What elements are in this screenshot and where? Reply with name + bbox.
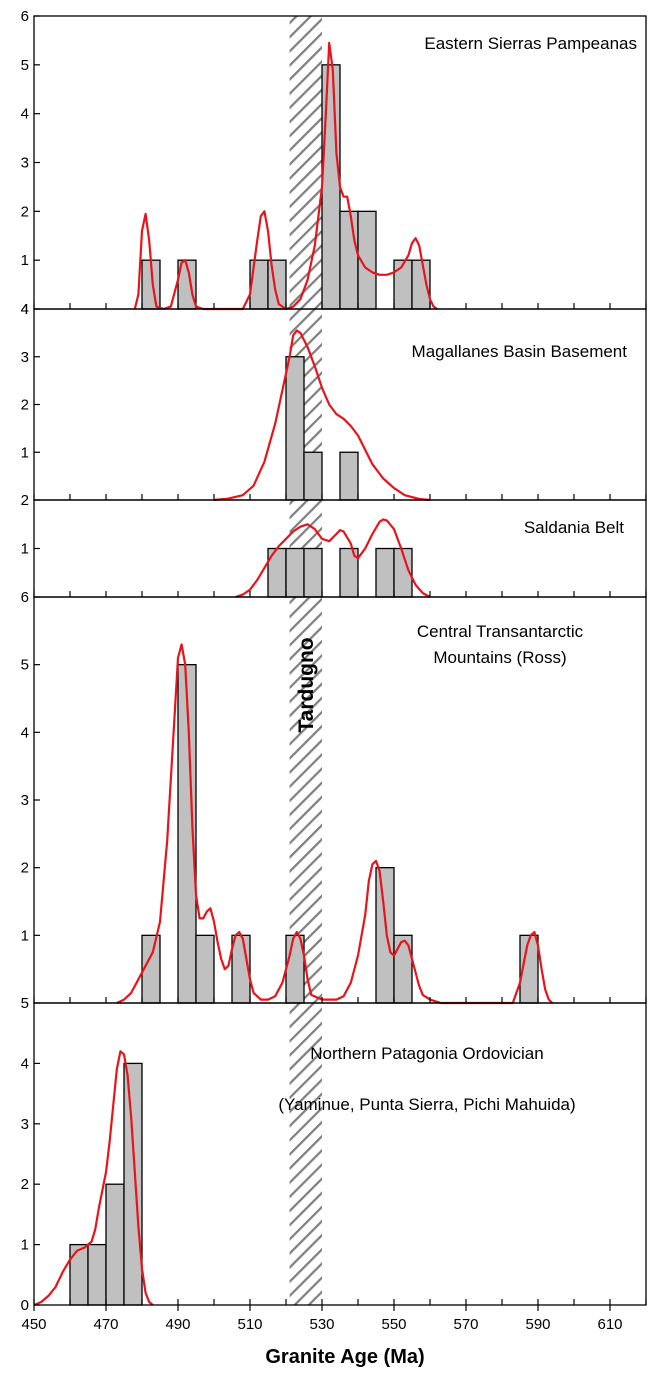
y-tick-label: 5 <box>21 995 29 1012</box>
x-tick-label: 490 <box>165 1316 190 1333</box>
panel-frame <box>33 1002 647 1306</box>
density-curve <box>213 329 431 502</box>
panel-1: 4 1 2 3 4 5 6 Eastern Sierras Pampeanas <box>21 8 647 318</box>
histogram-bar <box>87 1243 107 1306</box>
panel-5: 0 1 2 3 4 Northern Patagonia Ordovician (Yamin… <box>21 1002 647 1314</box>
x-tick-label: 570 <box>453 1316 478 1333</box>
y-tick-label: 5 <box>21 657 29 674</box>
y-tick-label: 2 <box>21 203 29 220</box>
histogram-bar <box>267 259 287 310</box>
y-tick-label: 1 <box>21 252 29 269</box>
density-curve <box>235 518 431 599</box>
histogram-bar <box>303 451 323 501</box>
y-tick-label: 6 <box>21 589 29 606</box>
y-tick-label: 4 <box>21 301 29 318</box>
histogram-bar <box>339 210 359 310</box>
y-tick-label: 4 <box>21 724 29 741</box>
y-tick-label: 1 <box>21 444 29 461</box>
y-tick-label: 3 <box>21 349 29 366</box>
y-tick-label: 5 <box>21 57 29 74</box>
panel-title: Saldania Belt <box>524 518 624 537</box>
x-tick-label: 450 <box>21 1316 46 1333</box>
x-axis: 450 470 490 510 530 550 570 590 610 <box>21 1305 623 1333</box>
histogram-bar <box>105 1183 125 1306</box>
y-tick-label: 2 <box>21 860 29 877</box>
x-tick-label: 590 <box>525 1316 550 1333</box>
panel-title-line: (Yaminue, Punta Sierra, Pichi Mahuida) <box>278 1095 575 1114</box>
y-tick-label: 3 <box>21 792 29 809</box>
x-tick-label: 510 <box>237 1316 262 1333</box>
panel-title-line: Northern Patagonia Ordovician <box>310 1044 543 1063</box>
panel-2: 2 1 2 3 4 Magallanes Basin Basement <box>21 301 647 509</box>
histogram-bar <box>321 64 341 310</box>
histogram-bar <box>375 547 395 598</box>
y-tick-label: 6 <box>21 8 29 25</box>
x-tick-label: 530 <box>309 1316 334 1333</box>
y-tick-label: 1 <box>21 1237 29 1254</box>
histogram-bar <box>285 547 305 598</box>
y-tick-label: 2 <box>21 492 29 509</box>
y-tick-label: 3 <box>21 155 29 172</box>
density-curve <box>116 643 554 1005</box>
y-tick-label: 4 <box>21 106 29 123</box>
histogram-bar <box>285 356 305 501</box>
y-tick-label: 3 <box>21 1116 29 1133</box>
histogram-bar <box>123 1062 143 1306</box>
histogram-bar <box>375 867 395 1004</box>
panel-4: 5 1 2 3 4 5 Central Transantarctic Mountains (R… <box>21 596 647 1012</box>
density-curve <box>133 41 438 311</box>
y-tick-label: 1 <box>21 541 29 558</box>
y-tick-label: 2 <box>21 1176 29 1193</box>
y-tick-label: 4 <box>21 1055 29 1072</box>
x-tick-label: 470 <box>93 1316 118 1333</box>
x-axis-label: Granite Age (Ma) <box>265 1346 424 1368</box>
x-tick-label: 550 <box>381 1316 406 1333</box>
histogram-bar <box>303 547 323 598</box>
histogram-bar <box>195 934 215 1004</box>
histogram-bar <box>69 1243 89 1306</box>
panel-3: 6 1 Saldania Belt <box>21 499 647 606</box>
density-curve <box>33 1050 154 1307</box>
y-tick-label: 2 <box>21 397 29 414</box>
histogram-panels: 4 1 2 3 4 5 6 Eastern Sierras Pampeanas 2 1 2 3 4 Mag… <box>21 8 647 1314</box>
panel-title-line: Central Transantarctic <box>417 622 584 641</box>
panel-title: Magallanes Basin Basement <box>412 342 628 361</box>
panel-title-line: Mountains (Ross) <box>433 648 566 667</box>
histogram-bar <box>339 451 359 501</box>
y-tick-label: 0 <box>21 1297 29 1314</box>
histogram-bar <box>393 259 413 310</box>
tardugno-label: Tardugno <box>295 637 318 732</box>
x-tick-label: 610 <box>597 1316 622 1333</box>
y-tick-label: 4 <box>21 301 29 318</box>
y-tick-label: 1 <box>21 927 29 944</box>
panel-title: Eastern Sierras Pampeanas <box>424 34 637 53</box>
